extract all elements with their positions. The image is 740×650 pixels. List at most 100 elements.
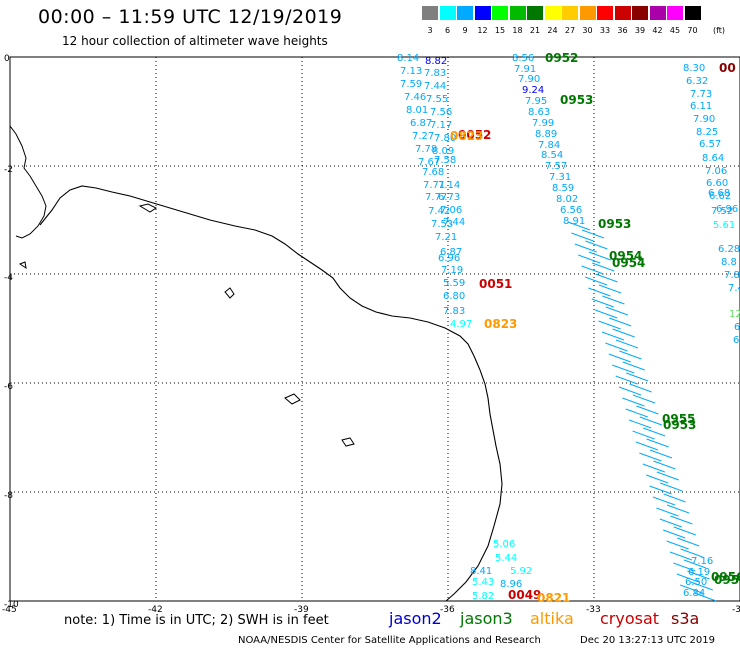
dense-track-segment	[649, 485, 672, 495]
island-inland-outline-3	[341, 437, 355, 447]
legend-swatch-label: 36	[617, 26, 628, 35]
mission-legend-cryosat: cryosat	[600, 609, 660, 628]
legend-swatch	[667, 6, 683, 20]
satellite-pass-time-label: 0954	[609, 249, 642, 263]
swh-observation: 8.41	[470, 566, 492, 577]
swh-observation: 7.14	[438, 180, 460, 191]
swh-observation: 8.54	[541, 150, 563, 161]
swh-observation: 6.32	[686, 76, 708, 87]
legend-swatch-label: 15	[494, 26, 506, 35]
dense-track-segment	[598, 284, 622, 294]
dense-track-segment	[694, 592, 717, 602]
swh-observation: 7.19	[441, 265, 463, 276]
mission-legend-s3a: s3a	[671, 609, 700, 628]
legend-swatch	[684, 6, 701, 20]
swh-observation: 8.02	[556, 194, 578, 205]
swh-observation: 6.62	[709, 191, 731, 202]
dense-track-segment	[660, 482, 683, 492]
dense-track-segment	[680, 584, 703, 594]
legend-swatch	[474, 6, 491, 20]
dense-track-segment	[567, 221, 591, 231]
dense-track-segment	[673, 526, 696, 536]
axis-tick-labels: -45 -42 -39 -36 -33 -30 0 -2 -4 -6 -8 -10	[2, 54, 740, 615]
mission-legend-jason3: jason3	[460, 609, 513, 628]
satellite-pass-time-label: 0953	[598, 217, 631, 231]
dense-track-segment	[622, 397, 645, 407]
dense-track-segment	[615, 375, 638, 385]
dense-track-segment	[588, 251, 611, 261]
satellite-pass-time-label: 0823	[450, 129, 483, 143]
latitude-tick-label: -6	[4, 382, 13, 392]
dense-track-segment	[601, 331, 625, 341]
swh-observation: 6.68	[708, 188, 730, 199]
swh-observation: 6.56	[560, 205, 582, 216]
swh-observation: 5.61	[713, 220, 735, 231]
dense-track-segment	[639, 452, 662, 462]
legend-swatch-label: 24	[547, 26, 558, 35]
legend-swatch-label: 18	[512, 26, 523, 35]
swh-observation: 8.64	[702, 153, 724, 164]
satellite-pass-time-label: 0049	[508, 588, 541, 602]
legend-swatch-label: 21	[529, 26, 541, 35]
swh-observation: 7.90	[693, 114, 715, 125]
dense-track-segment	[669, 551, 693, 561]
dense-track-segment	[656, 471, 679, 481]
swh-observation: 7.84	[538, 140, 560, 151]
longitude-tick-label: -30	[732, 605, 740, 615]
swh-observation: 7.59	[400, 79, 422, 90]
satellite-pass-time-label: 0953	[560, 93, 593, 107]
swh-observation: 6.57	[699, 139, 721, 150]
swh-observation: 7.67	[418, 157, 440, 168]
legend-swatch-label: 30	[582, 26, 593, 35]
dense-track-segment	[629, 383, 652, 393]
swh-observation: 7.17	[430, 120, 452, 131]
legend-swatch	[544, 6, 561, 20]
swh-observation: 7.13	[400, 66, 422, 77]
legend-swatch	[439, 6, 456, 20]
swh-observation: 7.06	[705, 166, 727, 177]
dense-track-segment	[578, 254, 601, 264]
swh-observation: 4.97	[450, 319, 472, 330]
swh-observation: 8.30	[683, 63, 705, 74]
satellite-pass-time-label: 0823	[484, 317, 517, 331]
swh-observation: 7.16	[691, 556, 713, 567]
altimeter-observations: 8.14 8.827.13 7.837.59 7.447.46 7.558.01 7.56…	[397, 53, 740, 602]
swh-observation: 5.44	[495, 553, 517, 564]
dense-track-segment	[625, 408, 648, 418]
swh-observation: 6.28	[718, 244, 740, 255]
dense-track-segment	[598, 320, 621, 330]
swh-observation: 8.59	[552, 183, 574, 194]
dense-track-segment	[687, 570, 710, 580]
swh-observation: 6.11	[690, 101, 712, 112]
legend-unit-label: (ft)	[712, 26, 726, 35]
legend-swatch-label: 42	[652, 26, 663, 35]
dense-track-segment	[612, 364, 635, 374]
swh-observation: 7.99	[532, 118, 554, 129]
longitude-tick-label: -36	[440, 605, 455, 615]
legend-swatch-label: 70	[687, 26, 698, 35]
swh-observation: 7.68	[422, 167, 444, 178]
dense-track-segment	[666, 540, 689, 550]
swh-observation: 5.82	[472, 591, 494, 602]
legend-swatch-label: 9	[462, 26, 468, 35]
legend-swatch	[422, 6, 438, 20]
dense-track-segment	[643, 427, 666, 437]
swh-observation: 7.83	[443, 306, 465, 317]
longitude-tick-label: -33	[586, 605, 601, 615]
latitude-tick-label: -8	[4, 491, 13, 501]
dense-track-segment	[652, 496, 676, 506]
dense-track-segment	[622, 361, 645, 371]
swh-observation: 7.73	[690, 89, 712, 100]
latitude-tick-label: -10	[4, 600, 19, 610]
dense-track-segment	[585, 240, 608, 250]
island-inland-outline	[224, 287, 235, 299]
dense-track-segment	[571, 232, 594, 242]
swh-observation: 8.09	[432, 146, 454, 157]
dense-track-segment	[653, 460, 676, 470]
swh-observation: 9.24	[522, 85, 544, 96]
legend-swatch	[597, 6, 613, 20]
dense-track-segment	[619, 350, 642, 360]
dense-track-segment	[663, 493, 686, 503]
island-marajo-area	[138, 203, 157, 213]
swh-observation: 7.46	[404, 92, 426, 103]
